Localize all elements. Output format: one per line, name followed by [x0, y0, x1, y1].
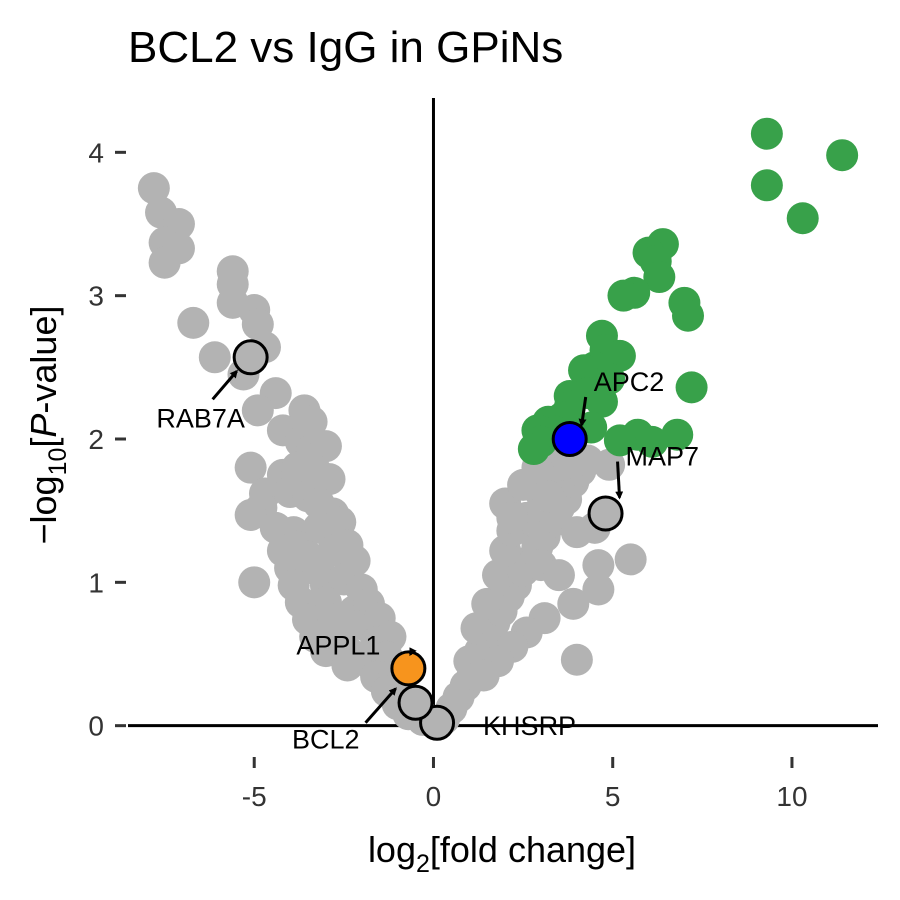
y-axis-title-bracket: [: [23, 438, 64, 448]
y-tick-label: 4: [88, 137, 104, 168]
significant-point: [750, 117, 783, 150]
non-significant-point: [198, 341, 231, 374]
significant-point: [585, 385, 618, 418]
significant-point: [675, 371, 708, 404]
significant-point: [786, 202, 819, 235]
y-axis-title-italic-p: P: [23, 414, 64, 438]
non-significant-point: [560, 643, 593, 676]
y-tick-label: 2: [88, 424, 104, 455]
non-significant-point: [496, 501, 529, 534]
y-axis-title-suffix: -value]: [23, 306, 64, 414]
highlight-point-map7: [587, 495, 624, 532]
non-significant-point: [542, 559, 575, 592]
x-tick-label: 5: [605, 781, 621, 812]
non-significant-point: [216, 286, 249, 319]
significant-point: [643, 261, 676, 294]
non-significant-point: [234, 451, 267, 484]
label-arrow-apc2: [578, 396, 588, 427]
y-axis-title-subscript: 10: [44, 448, 72, 476]
highlight-point-apc2: [551, 421, 588, 457]
non-significant-point: [482, 559, 514, 592]
y-axis-title-prefix: −log: [23, 475, 64, 544]
y-axis-title: −log10[P-value]: [23, 306, 72, 545]
non-significant-point: [241, 394, 274, 427]
y-tick-label: 1: [88, 567, 104, 598]
significant-point: [826, 139, 859, 172]
label-arrow-rab7a: [211, 369, 238, 401]
point-annotations: KHSRP BCL2 APPL1 MAP7 RAB7A APC2: [156, 339, 700, 755]
x-tick-label: -5: [242, 781, 267, 812]
non-significant-point: [582, 573, 615, 606]
significant-point: [517, 433, 550, 466]
highlight-point-appl1: [390, 650, 427, 687]
point-label-appl1: APPL1: [296, 630, 380, 660]
y-tick-label: 3: [88, 281, 104, 312]
point-label-apc2: APC2: [594, 367, 665, 397]
point-label-khsrp: KHSRP: [483, 711, 576, 741]
significant-point: [603, 424, 636, 457]
highlight-point-rab7a: [232, 339, 269, 376]
x-axis-title-suffix: [fold change]: [430, 829, 636, 870]
x-tick-label: 10: [776, 781, 807, 812]
non-significant-point: [177, 306, 210, 339]
point-label-bcl2: BCL2: [292, 725, 360, 755]
x-axis-title-prefix: log: [368, 829, 416, 870]
point-label-map7: MAP7: [626, 442, 700, 472]
highlight-point-bcl2: [397, 684, 434, 721]
non-significant-point: [137, 172, 170, 205]
non-significant-point: [234, 498, 267, 531]
x-tick-label: 0: [426, 781, 442, 812]
non-significant-point: [313, 463, 346, 496]
non-significant-point: [309, 430, 342, 463]
label-arrow-map7: [615, 461, 624, 500]
label-arrow-bcl2: [364, 687, 397, 724]
non-significant-point: [238, 566, 271, 599]
significant-point: [672, 299, 704, 332]
significant-point: [661, 418, 694, 451]
chart-title: BCL2 vs IgG in GPiNs: [128, 23, 563, 72]
non-significant-point: [614, 543, 647, 576]
non-significant-point: [557, 587, 590, 620]
x-axis-title: log2[fold change]: [368, 829, 636, 878]
label-arrow-appl1: [409, 647, 417, 657]
axis-ticks: 0 1 2 3 4 -5 0 5 10: [88, 137, 807, 812]
non-significant-point: [148, 246, 181, 279]
non-significant-point: [582, 549, 615, 582]
x-axis-title-subscript: 2: [416, 850, 430, 878]
non-significant-point: [532, 480, 565, 513]
significant-point: [636, 425, 669, 458]
y-tick-label: 0: [88, 711, 104, 742]
significant-point: [607, 279, 640, 312]
significant-point: [750, 169, 783, 202]
point-label-rab7a: RAB7A: [156, 403, 245, 433]
non-significant-point: [467, 659, 500, 692]
